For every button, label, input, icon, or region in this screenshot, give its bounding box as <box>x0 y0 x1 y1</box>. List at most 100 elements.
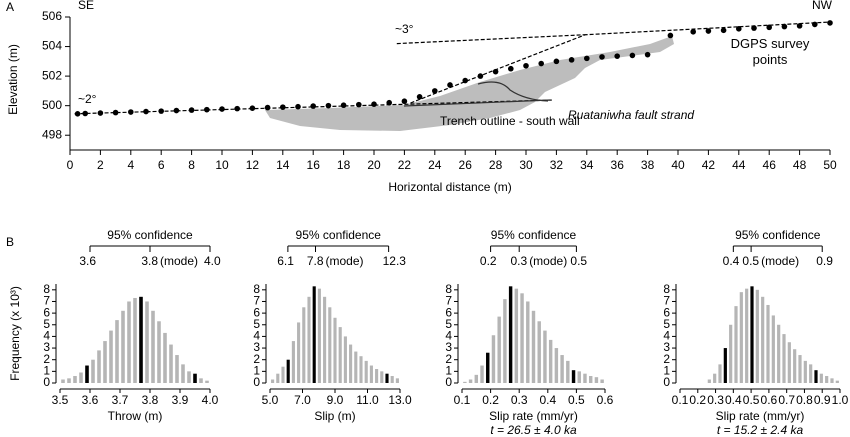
histogram-bar <box>193 373 197 383</box>
x-axis-label: Slip rate (mm/yr) <box>489 409 578 423</box>
y-tick-label: 3 <box>663 340 670 354</box>
histogram-bar <box>169 344 173 383</box>
survey-point <box>736 26 742 32</box>
x-tick-label: 0.2 <box>482 393 499 407</box>
survey-point <box>295 103 301 110</box>
histogram-bar <box>571 370 576 383</box>
y-tick-label: 2 <box>43 352 50 366</box>
confidence-mode: 0.5 <box>742 254 759 268</box>
histogram-bar <box>503 299 507 383</box>
x-tick-label: 3.9 <box>172 393 189 407</box>
histogram-bar <box>291 341 295 383</box>
survey-point <box>234 105 240 112</box>
x-tick-label: 12 <box>246 158 260 172</box>
y-tick-label: 5 <box>43 317 50 331</box>
x-tick-label: 0.4 <box>725 393 742 407</box>
survey-point <box>705 28 712 34</box>
histogram-bar <box>343 336 347 383</box>
trench-stratigraphy <box>477 81 549 102</box>
histogram-bar <box>286 359 290 383</box>
histogram-bar <box>548 339 553 383</box>
histogram-bar <box>739 292 743 383</box>
x-tick-label: 34 <box>580 158 594 172</box>
confidence-high: 4.0 <box>204 254 221 268</box>
y-tick-label: 3 <box>445 340 452 354</box>
y-tick-label: 498 <box>42 127 62 141</box>
y-tick-label: 4 <box>445 329 452 343</box>
y-tick-label: 2 <box>445 352 452 366</box>
y-tick-label: 7 <box>445 294 452 308</box>
y-tick-label: 2 <box>663 352 670 366</box>
x-tick-label: 32 <box>550 158 564 172</box>
histogram-bar <box>333 317 337 383</box>
histogram-bar <box>175 355 179 383</box>
x-tick-label: 26 <box>459 158 473 172</box>
survey-point <box>97 110 104 116</box>
x-tick-label: 50 <box>823 158 837 172</box>
x-tick-label: 2 <box>97 158 104 172</box>
x-tick-label: 18 <box>337 158 351 172</box>
histogram-bar <box>127 301 131 383</box>
histogram-bar <box>181 364 185 383</box>
annotation: SE <box>78 0 94 12</box>
confidence-mode: 0.3 <box>511 254 528 268</box>
survey-point <box>568 57 575 63</box>
histogram-bar <box>600 379 604 383</box>
x-tick-label: 4.0 <box>202 393 219 407</box>
histogram-bar <box>85 365 89 383</box>
x-tick-label: 10 <box>215 158 229 172</box>
histogram-bar <box>79 372 83 383</box>
histogram-bar <box>103 341 107 383</box>
trend-line <box>74 99 552 115</box>
x-tick-label: 46 <box>763 158 777 172</box>
histogram-bar <box>73 376 77 383</box>
y-tick-label: 2 <box>253 352 260 366</box>
histogram-bar <box>385 373 389 383</box>
x-tick-label: 28 <box>489 158 503 172</box>
subtitle: t = 15.2 ± 2.4 ka <box>717 423 804 437</box>
x-tick-label: 0.3 <box>511 393 528 407</box>
y-tick-label: 1 <box>663 364 670 378</box>
histogram-bar <box>803 360 807 383</box>
x-axis-label: Slip rate (mm/yr) <box>716 409 805 423</box>
survey-point <box>188 107 195 113</box>
y-tick-label: 8 <box>445 282 452 296</box>
y-tick-label: 0 <box>43 375 50 389</box>
x-tick-label: 40 <box>671 158 685 172</box>
x-tick-label: 0.8 <box>796 393 813 407</box>
y-axis-label: Elevation (m) <box>6 44 20 115</box>
histogram-bar <box>707 379 711 383</box>
histogram-bar <box>375 369 379 383</box>
x-tick-label: 3.6 <box>82 393 99 407</box>
histogram-bar <box>297 322 301 383</box>
survey-point <box>508 65 514 72</box>
histogram-bar <box>830 378 834 383</box>
confidence-low: 6.1 <box>277 254 294 268</box>
histogram-bar <box>139 296 143 383</box>
histogram-bar <box>205 380 209 383</box>
histogram-bar <box>745 288 749 383</box>
confidence-label: 95% confidence <box>296 228 382 242</box>
x-tick-label: 0.3 <box>707 393 724 407</box>
histogram-bar <box>276 373 280 383</box>
x-tick-label: 0 <box>67 158 74 172</box>
histogram-bar <box>133 297 137 383</box>
y-tick-label: 0 <box>445 375 452 389</box>
x-tick-label: 8 <box>188 158 195 172</box>
survey-point <box>812 21 818 28</box>
y-tick-label: 6 <box>445 305 452 319</box>
y-tick-label: 500 <box>42 98 62 112</box>
survey-point <box>356 101 362 108</box>
histogram-bar <box>145 301 149 383</box>
trend-line <box>396 34 586 45</box>
histogram-bar <box>583 373 587 383</box>
mode-label: (mode) <box>761 254 799 268</box>
y-tick-label: 7 <box>43 294 50 308</box>
y-tick-label: 5 <box>445 317 452 331</box>
confidence-label: 95% confidence <box>491 228 577 242</box>
histogram-bar <box>560 355 564 383</box>
x-tick-label: 24 <box>428 158 442 172</box>
y-tick-label: 1 <box>43 364 50 378</box>
y-tick-label: 6 <box>253 305 260 319</box>
